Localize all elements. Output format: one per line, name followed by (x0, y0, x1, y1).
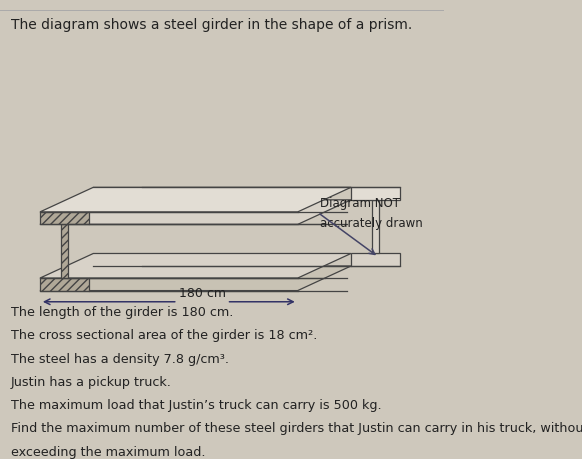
Text: The diagram shows a steel girder in the shape of a prism.: The diagram shows a steel girder in the … (11, 18, 413, 32)
Polygon shape (351, 253, 400, 266)
Text: The maximum load that Justin’s truck can carry is 500 kg.: The maximum load that Justin’s truck can… (11, 399, 382, 412)
Text: accurately drawn: accurately drawn (320, 217, 423, 230)
Polygon shape (372, 200, 379, 253)
Text: The length of the girder is 180 cm.: The length of the girder is 180 cm. (11, 306, 233, 319)
Text: Justin has a pickup truck.: Justin has a pickup truck. (11, 376, 172, 389)
Text: 180 cm: 180 cm (179, 286, 226, 300)
Text: The steel has a density 7.8 g/cm³.: The steel has a density 7.8 g/cm³. (11, 353, 229, 366)
Text: Diagram NOT: Diagram NOT (320, 197, 400, 210)
Polygon shape (40, 187, 351, 212)
Polygon shape (40, 200, 351, 224)
Text: The cross sectional area of the girder is 18 cm².: The cross sectional area of the girder i… (11, 330, 318, 342)
Polygon shape (40, 266, 351, 291)
Polygon shape (40, 278, 89, 291)
Polygon shape (351, 187, 400, 200)
Polygon shape (61, 224, 68, 278)
Polygon shape (40, 212, 89, 224)
Text: Find the maximum number of these steel girders that Justin can carry in his truc: Find the maximum number of these steel g… (11, 422, 582, 436)
Polygon shape (40, 253, 351, 278)
Text: exceeding the maximum load.: exceeding the maximum load. (11, 446, 205, 459)
